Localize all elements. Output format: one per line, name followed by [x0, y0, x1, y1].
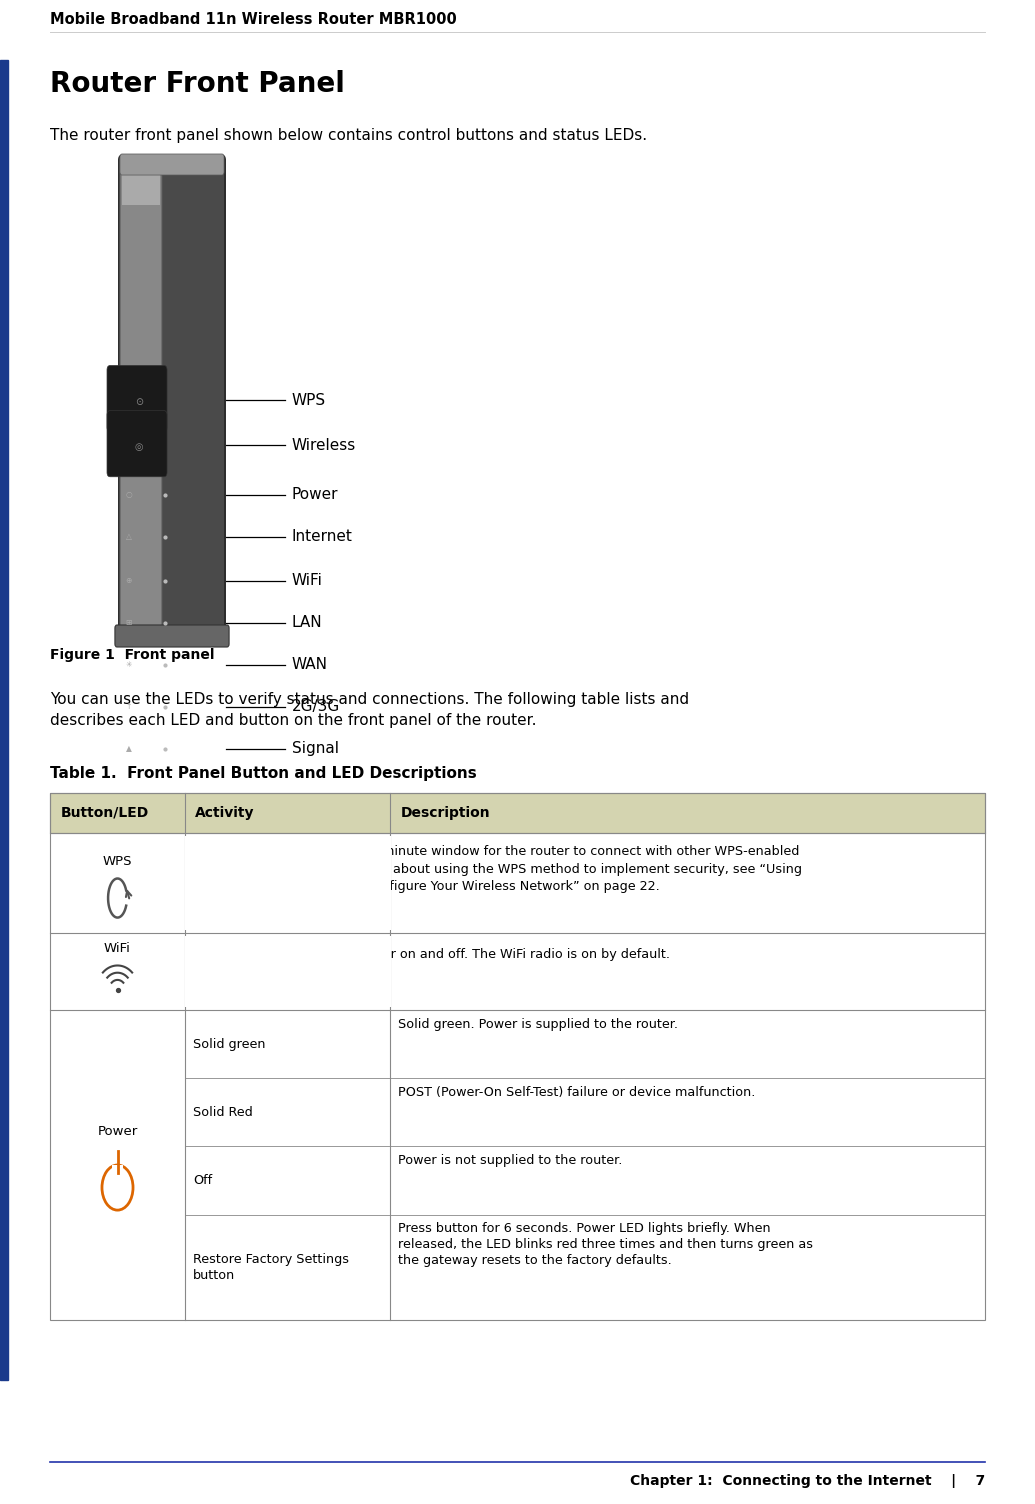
Bar: [50, 793, 985, 1321]
Text: Mobile Broadband 11n Wireless Router MBR1000: Mobile Broadband 11n Wireless Router MBR…: [50, 12, 456, 27]
Text: The router front panel shown below contains control buttons and status LEDs.: The router front panel shown below conta…: [50, 128, 647, 143]
Text: Turn the WiFi radio in the router on and off. The WiFi radio is on by default.: Turn the WiFi radio in the router on and…: [194, 948, 671, 961]
Bar: [113, 1166, 123, 1178]
FancyBboxPatch shape: [120, 156, 162, 632]
Text: ⊕: ⊕: [125, 576, 131, 585]
Text: Off: Off: [194, 1175, 212, 1187]
Text: LAN: LAN: [292, 615, 323, 630]
Text: Press button for 6 seconds. Power LED lights briefly. When
released, the LED bli: Press button for 6 seconds. Power LED li…: [398, 1223, 814, 1266]
Text: 2G/3G: 2G/3G: [292, 699, 341, 714]
Text: Restore Factory Settings
button: Restore Factory Settings button: [194, 1253, 349, 1281]
Text: Activity: Activity: [196, 806, 255, 820]
Text: Figure 1  Front panel: Figure 1 Front panel: [50, 648, 214, 662]
Text: Chapter 1:  Connecting to the Internet    |    7: Chapter 1: Connecting to the Internet | …: [629, 1474, 985, 1487]
Text: WiFi: WiFi: [105, 943, 131, 955]
Text: Solid green. Power is supplied to the router.: Solid green. Power is supplied to the ro…: [398, 1018, 678, 1030]
FancyBboxPatch shape: [107, 411, 167, 477]
Text: Button/LED: Button/LED: [60, 806, 149, 820]
FancyBboxPatch shape: [119, 155, 225, 633]
Text: △: △: [126, 532, 131, 541]
Text: ⊙: ⊙: [135, 397, 143, 406]
FancyBboxPatch shape: [115, 626, 229, 647]
Text: ↑: ↑: [125, 702, 131, 711]
Bar: [50, 833, 985, 932]
FancyBboxPatch shape: [107, 365, 167, 432]
Text: ✳: ✳: [125, 660, 131, 669]
Text: ⊞: ⊞: [125, 618, 131, 627]
Bar: [185, 935, 391, 1008]
Text: Internet: Internet: [292, 529, 353, 544]
Text: WAN: WAN: [292, 657, 328, 672]
Text: WPS: WPS: [102, 856, 132, 868]
Text: Power: Power: [97, 1125, 138, 1139]
Text: ○: ○: [125, 490, 132, 499]
Bar: [50, 793, 985, 833]
Text: WPS: WPS: [292, 393, 326, 408]
Text: WiFi: WiFi: [292, 573, 323, 588]
Text: Solid green: Solid green: [194, 1038, 266, 1051]
Text: You can use the LEDs to verify status and connections. The following table lists: You can use the LEDs to verify status an…: [50, 692, 689, 728]
Text: Power: Power: [292, 487, 338, 502]
Text: Router Front Panel: Router Front Panel: [50, 71, 345, 98]
Text: Signal: Signal: [292, 741, 338, 757]
Bar: [122, 159, 160, 205]
Text: ◎: ◎: [135, 442, 144, 451]
Bar: [0, 60, 8, 1381]
Text: Wireless: Wireless: [292, 438, 356, 453]
Bar: [50, 1011, 985, 1321]
Text: Table 1.  Front Panel Button and LED Descriptions: Table 1. Front Panel Button and LED Desc…: [50, 766, 477, 781]
Bar: [185, 836, 391, 929]
Text: POST (Power-On Self-Test) failure or device malfunction.: POST (Power-On Self-Test) failure or dev…: [398, 1086, 756, 1099]
Text: Press this button to open a 2-minute window for the router to connect with other: Press this button to open a 2-minute win…: [194, 845, 802, 893]
Text: Solid Red: Solid Red: [194, 1105, 253, 1119]
Text: Power is not supplied to the router.: Power is not supplied to the router.: [398, 1154, 623, 1167]
Text: Description: Description: [401, 806, 490, 820]
Text: ▲: ▲: [126, 744, 131, 754]
Bar: [50, 932, 985, 1011]
FancyBboxPatch shape: [120, 153, 224, 174]
